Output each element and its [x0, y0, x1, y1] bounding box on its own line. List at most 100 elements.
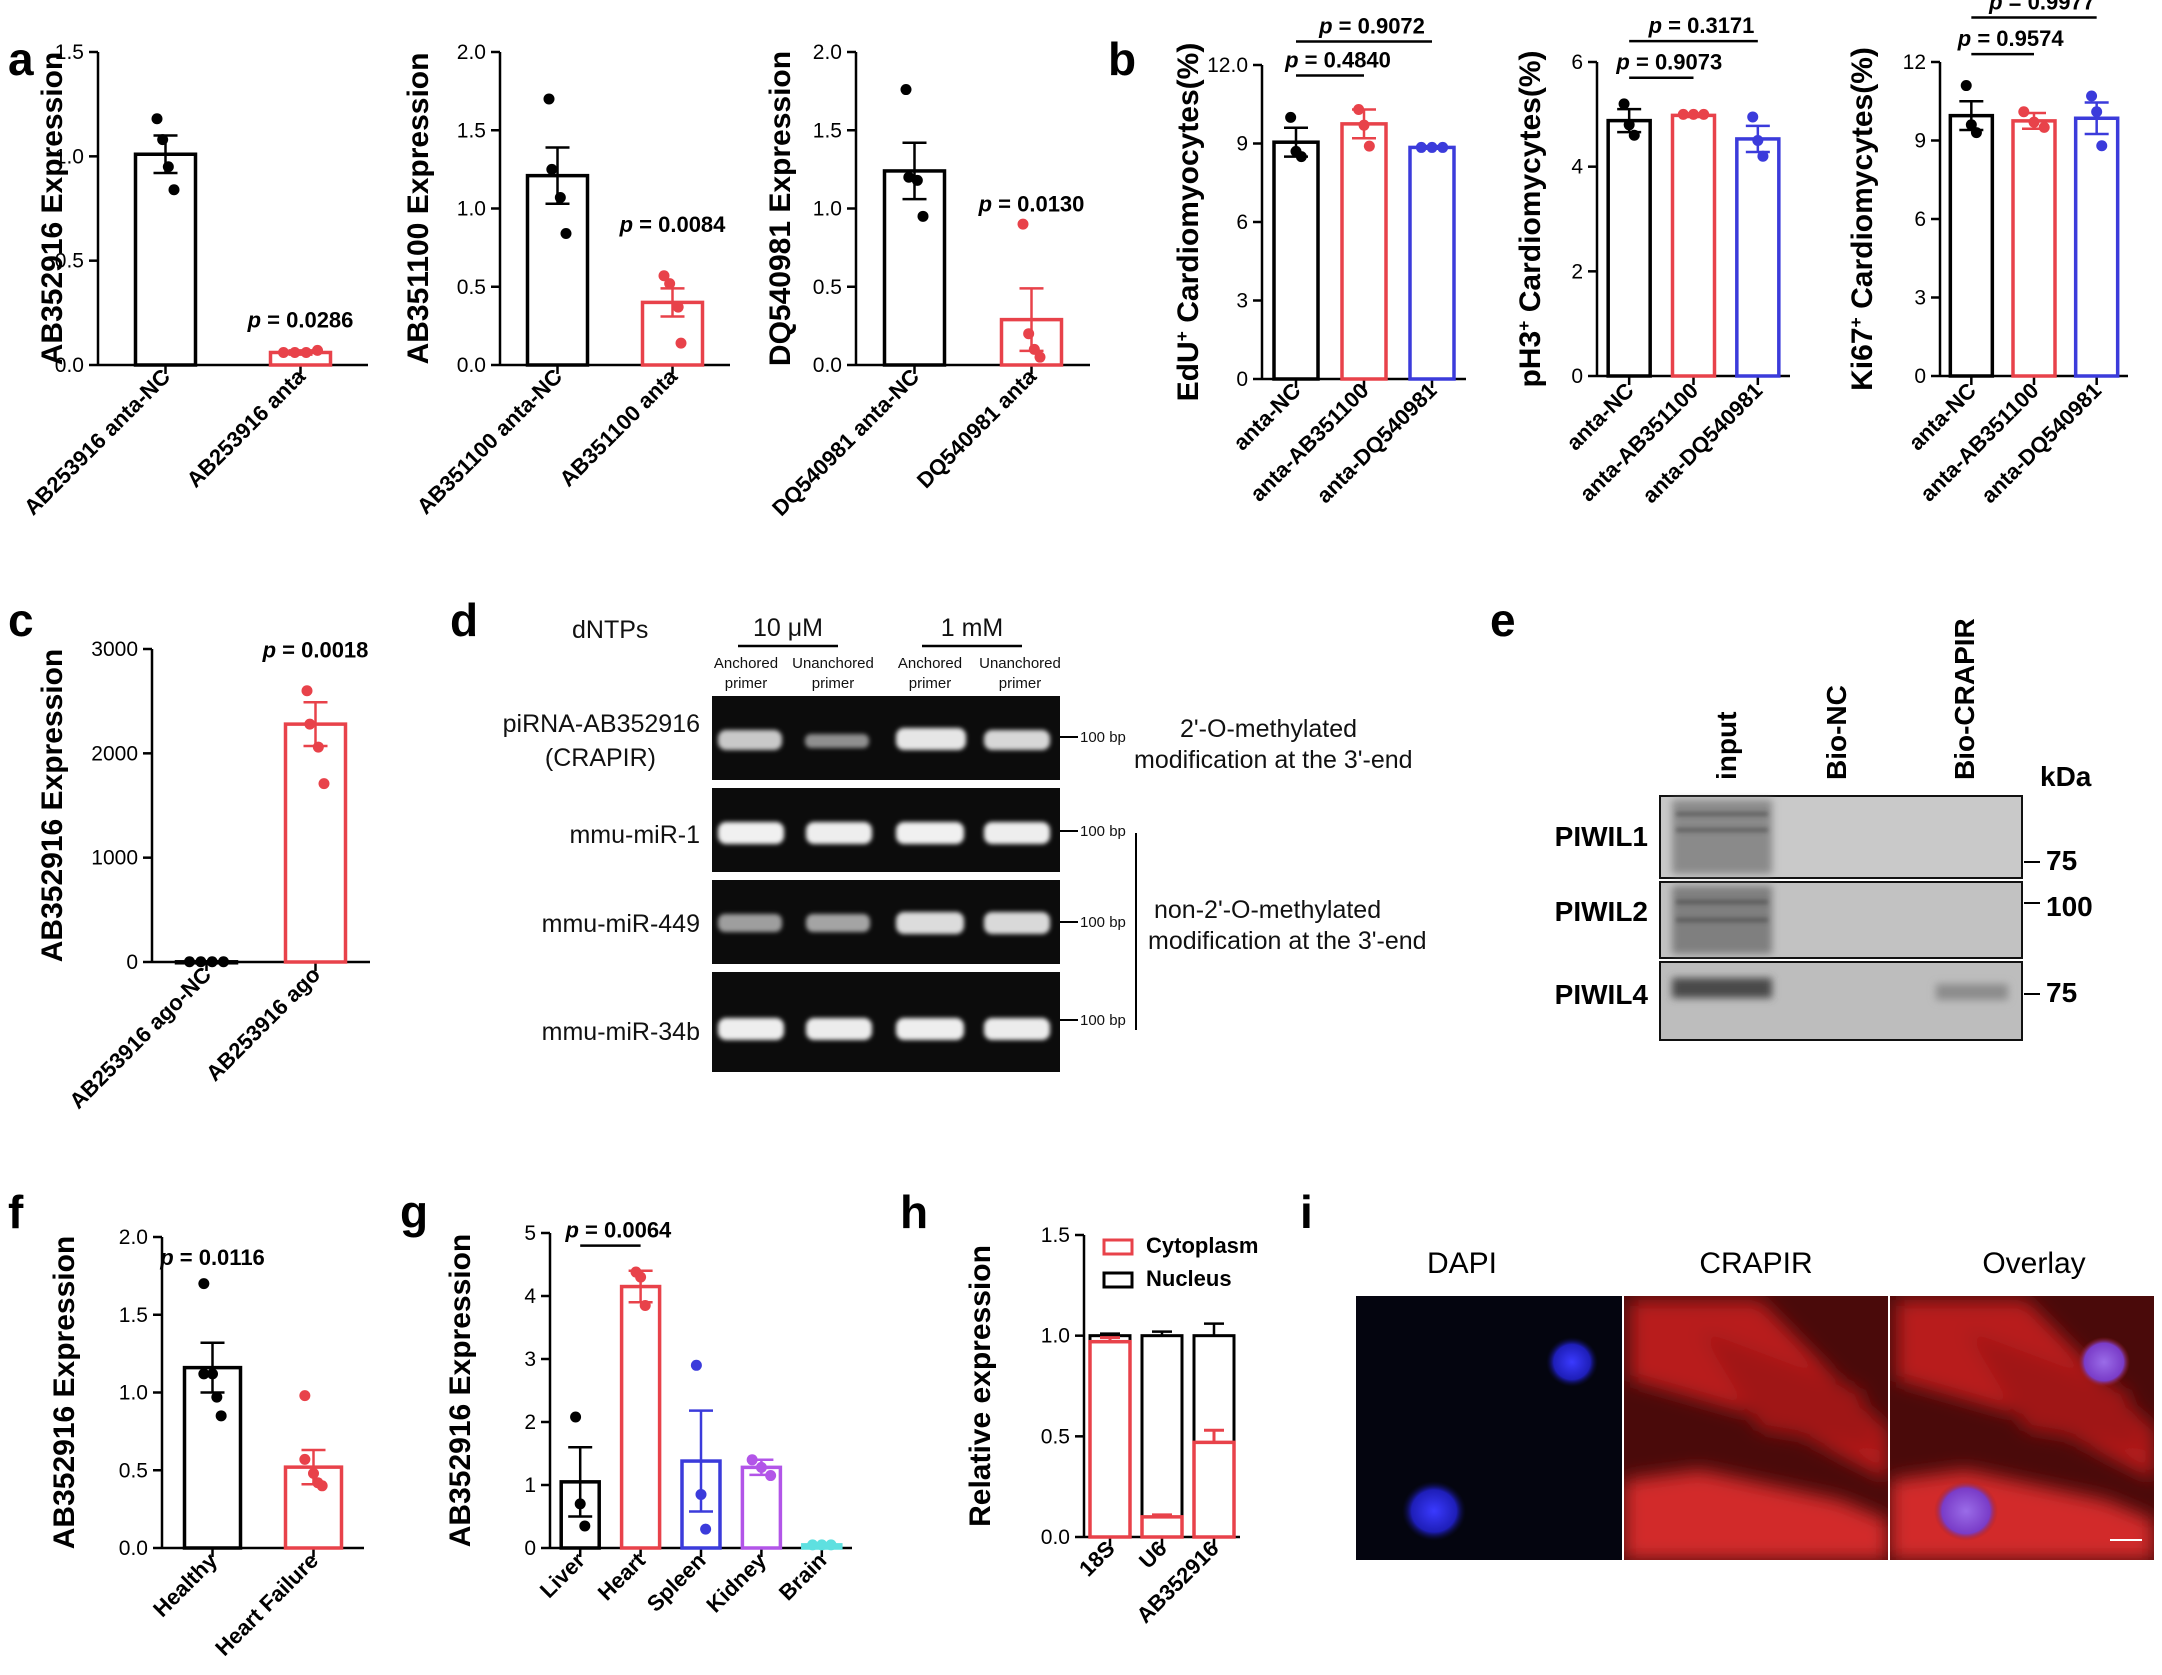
- y-tick-label: 2.0: [813, 41, 842, 64]
- gel-row4-label: mmu-miR-34b: [542, 1018, 700, 1046]
- gel-panel: dNTPs 10 μM 1 mM Anchored primer Unancho…: [503, 614, 1427, 1072]
- data-point: [168, 184, 180, 196]
- x-tick-label: anta-AB351100: [1575, 378, 1703, 506]
- x-tick-label: Heart: [593, 1547, 651, 1605]
- wb-band: [1936, 984, 2008, 1000]
- data-point: [157, 134, 169, 146]
- dapi-nucleus: [1402, 1481, 1466, 1541]
- p-value-label: p = 0.3171: [1648, 13, 1755, 38]
- y-tick-label: 1.5: [119, 1304, 148, 1327]
- data-point: [312, 741, 324, 753]
- y-tick-label: 3: [1236, 290, 1248, 313]
- bar-nucleus: [1140, 1334, 1184, 1539]
- data-point: [1034, 351, 1046, 363]
- x-tick-label: AB253916 ago-NC: [64, 962, 216, 1114]
- y-tick-label: 12: [1903, 51, 1926, 74]
- data-point: [546, 163, 558, 175]
- gel-row1-label: piRNA-AB352916: [503, 710, 700, 738]
- data-point: [658, 270, 670, 282]
- gel-marker-4: 100 bp: [1080, 1012, 1126, 1029]
- data-point: [554, 192, 566, 204]
- y-tick-label: 0: [1571, 365, 1583, 388]
- panel-letter-f: f: [8, 1186, 24, 1238]
- y-tick-label: 1.0: [813, 198, 842, 221]
- data-point: [215, 1410, 227, 1422]
- y-tick-label: 0.5: [1041, 1425, 1070, 1448]
- gel-conc-10um: 10 μM: [753, 614, 823, 642]
- data-point: [184, 956, 195, 968]
- bar-cytoplasm: [1192, 1440, 1236, 1539]
- y-axis-label: Ki67+ Cardiomycytes(%): [1846, 47, 1879, 391]
- img-label-dapi: DAPI: [1427, 1247, 1497, 1280]
- y-tick-label: 4: [1571, 156, 1583, 179]
- bar: [1408, 145, 1456, 381]
- y-axis-label: AB352916 Expression: [444, 1234, 477, 1548]
- y-tick-label: 2000: [91, 742, 138, 765]
- dapi-nucleus: [1546, 1337, 1598, 1387]
- data-point: [574, 1498, 586, 1510]
- data-point: [903, 171, 915, 183]
- data-point: [560, 228, 572, 240]
- panel-letter-i: i: [1300, 1186, 1313, 1238]
- panel-letter-h: h: [900, 1186, 928, 1238]
- data-point: [198, 1368, 210, 1380]
- gel-band: [896, 822, 964, 844]
- gel-marker-3: 100 bp: [1080, 914, 1126, 931]
- data-point: [207, 1368, 218, 1380]
- data-point: [1285, 111, 1297, 123]
- p-value-label: p = 0.9073: [1615, 50, 1722, 75]
- data-point: [570, 1411, 582, 1423]
- data-point: [312, 344, 323, 356]
- y-tick-label: 1.0: [1041, 1325, 1070, 1348]
- wb-strip-piwil4: [1659, 961, 2023, 1041]
- gel-band: [896, 912, 964, 934]
- gel-band: [984, 912, 1050, 934]
- gel-lane3-bottom: primer: [909, 675, 952, 692]
- x-tick-label: Spleen: [642, 1548, 711, 1617]
- gel-lane4-bottom: primer: [999, 675, 1042, 692]
- y-tick-label: 2.0: [119, 1226, 148, 1249]
- data-point: [211, 1391, 223, 1403]
- y-tick-label: 12.0: [1207, 54, 1248, 77]
- y-tick-label: 1.0: [55, 145, 84, 168]
- data-point: [911, 174, 923, 186]
- gel-conc-1mm: 1 mM: [941, 614, 1004, 642]
- y-axis-label: AB352916 Expression: [36, 649, 69, 963]
- data-point: [765, 1470, 777, 1482]
- img-crapir: [1624, 1296, 1888, 1560]
- data-point: [755, 1461, 767, 1473]
- wb-row-piwil1: PIWIL1: [1555, 821, 1648, 852]
- gel-lane4-top: Unanchored: [979, 655, 1061, 672]
- wb-marker-75b: 75: [2046, 977, 2077, 1008]
- data-point: [1426, 141, 1438, 153]
- panel-letter-e: e: [1490, 594, 1516, 646]
- y-tick-label: 3: [1914, 287, 1926, 310]
- bar-cytoplasm: [1088, 1339, 1132, 1539]
- gel-note1-line1: 2'-O-methylated: [1180, 715, 1357, 743]
- data-point: [1028, 343, 1040, 355]
- img-dapi: [1356, 1296, 1622, 1560]
- p-value-label: p = 0.4840: [1284, 47, 1391, 72]
- y-tick-label: 1.5: [457, 119, 486, 142]
- y-tick-label: 1.0: [457, 198, 486, 221]
- x-tick-label: DQ540981 anta: [912, 363, 1042, 493]
- data-point: [700, 1523, 712, 1535]
- legend-swatch: [1102, 1271, 1134, 1289]
- x-tick-label: Heart Failure: [210, 1548, 323, 1661]
- bar: [2073, 116, 2120, 378]
- bar: [1670, 113, 1717, 378]
- y-tick-label: 0: [1914, 365, 1926, 388]
- data-point: [1618, 98, 1630, 110]
- gel-note1-line2: modification at the 3'-end: [1134, 746, 1413, 774]
- data-point: [664, 278, 676, 290]
- y-tick-label: 0.0: [119, 1537, 148, 1560]
- data-point: [1757, 150, 1769, 162]
- data-point: [1363, 140, 1375, 152]
- bar: [2011, 119, 2057, 378]
- y-tick-label: 0: [524, 1537, 536, 1560]
- data-point: [695, 1488, 707, 1500]
- x-tick-label: AB253916 anta-NC: [19, 364, 175, 520]
